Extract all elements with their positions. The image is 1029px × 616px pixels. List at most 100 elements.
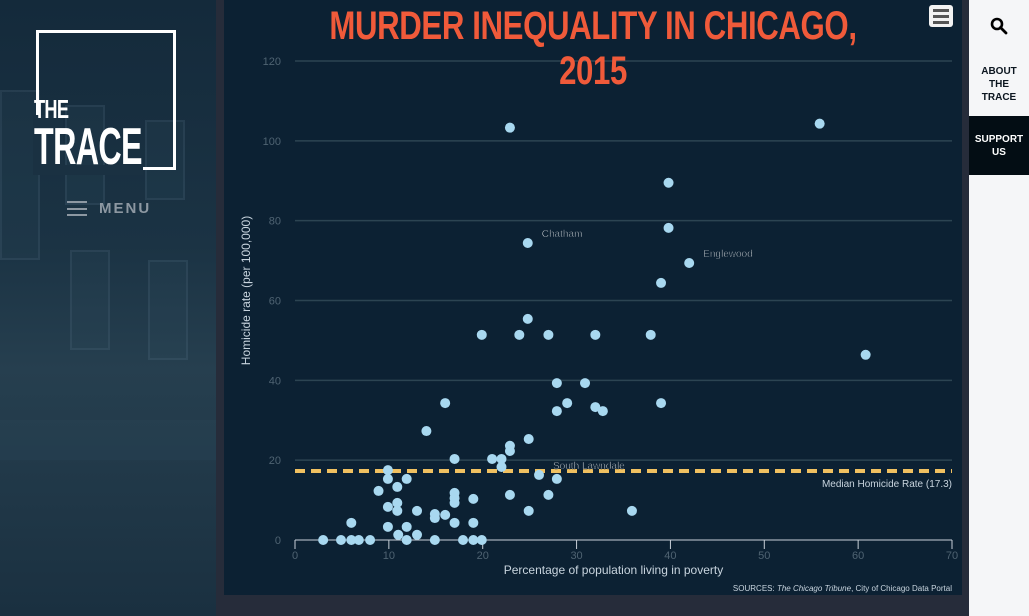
background-window bbox=[148, 260, 188, 360]
menu-label: MENU bbox=[99, 200, 152, 217]
median-label: Median Homicide Rate (17.3) bbox=[822, 479, 952, 490]
data-point bbox=[663, 222, 674, 233]
data-point bbox=[382, 465, 393, 476]
data-point bbox=[562, 398, 573, 409]
about-link[interactable]: ABOUT THE TRACE bbox=[981, 65, 1017, 103]
data-point bbox=[373, 485, 384, 496]
search-button[interactable] bbox=[969, 0, 1029, 52]
sidebar: THE TRACE MENU bbox=[0, 0, 216, 616]
data-point bbox=[543, 329, 554, 340]
source-italic[interactable]: The Chicago Tribune bbox=[777, 584, 852, 593]
x-tick-label: 40 bbox=[664, 550, 676, 562]
x-tick-label: 60 bbox=[852, 550, 864, 562]
data-point bbox=[543, 489, 554, 500]
data-point bbox=[440, 398, 451, 409]
data-point bbox=[656, 277, 667, 288]
data-point bbox=[551, 473, 562, 484]
data-point bbox=[522, 238, 533, 249]
data-point bbox=[449, 517, 460, 528]
chart-context-menu-button[interactable] bbox=[929, 5, 953, 27]
y-axis-label: Homicide rate (per 100,000) bbox=[239, 216, 253, 365]
data-point bbox=[551, 406, 562, 417]
support-link[interactable]: SUPPORT US bbox=[969, 116, 1029, 175]
data-point bbox=[440, 509, 451, 520]
chart-title: MURDER INEQUALITY IN CHICAGO, 2015 bbox=[329, 4, 857, 93]
x-tick-label: 10 bbox=[383, 550, 395, 562]
x-tick-label: 0 bbox=[292, 550, 298, 562]
data-point bbox=[382, 521, 393, 532]
data-point bbox=[412, 505, 423, 516]
data-point bbox=[449, 453, 460, 464]
data-point bbox=[496, 461, 507, 472]
data-point bbox=[468, 493, 479, 504]
y-tick-label: 40 bbox=[269, 375, 281, 387]
search-icon bbox=[990, 17, 1008, 35]
y-tick-label: 0 bbox=[275, 535, 281, 547]
data-point bbox=[487, 453, 498, 464]
the-trace-logo[interactable]: THE TRACE bbox=[33, 30, 176, 176]
y-tick-label: 60 bbox=[269, 296, 281, 308]
chart-panel: 0 20 40 60 80 100 120 0 10 20 30 40 50 60 70 Percentage… bbox=[224, 0, 962, 595]
data-point bbox=[468, 535, 479, 545]
annotation-label: Chatham bbox=[542, 229, 583, 240]
data-point bbox=[392, 497, 403, 508]
menu-button[interactable]: MENU bbox=[67, 200, 151, 217]
data-point bbox=[458, 535, 469, 545]
y-tick-label: 20 bbox=[269, 455, 281, 467]
y-tick-label: 120 bbox=[263, 56, 281, 68]
y-tick-label: 100 bbox=[263, 136, 281, 148]
data-point bbox=[421, 426, 432, 437]
data-point bbox=[551, 378, 562, 389]
data-point bbox=[523, 434, 534, 445]
x-axis-label: Percentage of population living in pover… bbox=[504, 563, 723, 577]
data-point bbox=[429, 509, 440, 520]
data-point bbox=[318, 535, 329, 545]
x-tick-label: 70 bbox=[946, 550, 958, 562]
source-rest[interactable]: , City of Chicago Data Portal bbox=[851, 584, 952, 593]
data-point bbox=[590, 329, 601, 340]
x-tick-label: 30 bbox=[570, 550, 582, 562]
data-point bbox=[401, 473, 412, 484]
data-point bbox=[504, 440, 515, 451]
data-point bbox=[346, 535, 357, 545]
data-point bbox=[522, 313, 533, 324]
data-point bbox=[365, 535, 376, 545]
data-point bbox=[393, 529, 404, 540]
data-point bbox=[468, 517, 479, 528]
annotation-label: Englewood bbox=[703, 249, 752, 260]
data-point bbox=[392, 481, 403, 492]
data-point bbox=[392, 505, 403, 516]
scatter-chart: 0 20 40 60 80 100 120 0 10 20 30 40 50 60 70 Percentage… bbox=[239, 56, 958, 593]
data-point bbox=[496, 453, 507, 464]
data-point bbox=[504, 489, 515, 500]
x-tick-label: 50 bbox=[758, 550, 770, 562]
logo-line1: THE bbox=[34, 94, 69, 124]
data-point bbox=[684, 257, 695, 268]
data-point bbox=[353, 535, 364, 545]
data-point bbox=[514, 329, 525, 340]
y-tick-label: 80 bbox=[269, 216, 281, 228]
data-point bbox=[382, 473, 393, 484]
data-point bbox=[645, 329, 656, 340]
annotation-label: South Lawndale bbox=[553, 461, 625, 472]
data-point bbox=[597, 406, 608, 417]
data-point bbox=[335, 535, 346, 545]
data-point bbox=[860, 349, 871, 360]
data-point bbox=[346, 517, 357, 528]
background-window bbox=[65, 105, 105, 205]
data-point bbox=[656, 398, 667, 409]
background-window bbox=[145, 120, 185, 200]
data-point bbox=[429, 535, 440, 545]
logo-line2: TRACE bbox=[34, 118, 143, 176]
data-point bbox=[626, 505, 637, 516]
background-band bbox=[0, 420, 216, 460]
data-point bbox=[401, 535, 412, 545]
right-nav: ABOUT THE TRACE SUPPORT US bbox=[969, 0, 1029, 616]
data-point bbox=[580, 378, 591, 389]
data-point bbox=[382, 501, 393, 512]
x-tick-label: 20 bbox=[477, 550, 489, 562]
data-point bbox=[476, 329, 487, 340]
data-point bbox=[663, 177, 674, 188]
sources-note: SOURCES: The Chicago Tribune, City of Ch… bbox=[733, 584, 952, 593]
data-point bbox=[814, 118, 825, 129]
